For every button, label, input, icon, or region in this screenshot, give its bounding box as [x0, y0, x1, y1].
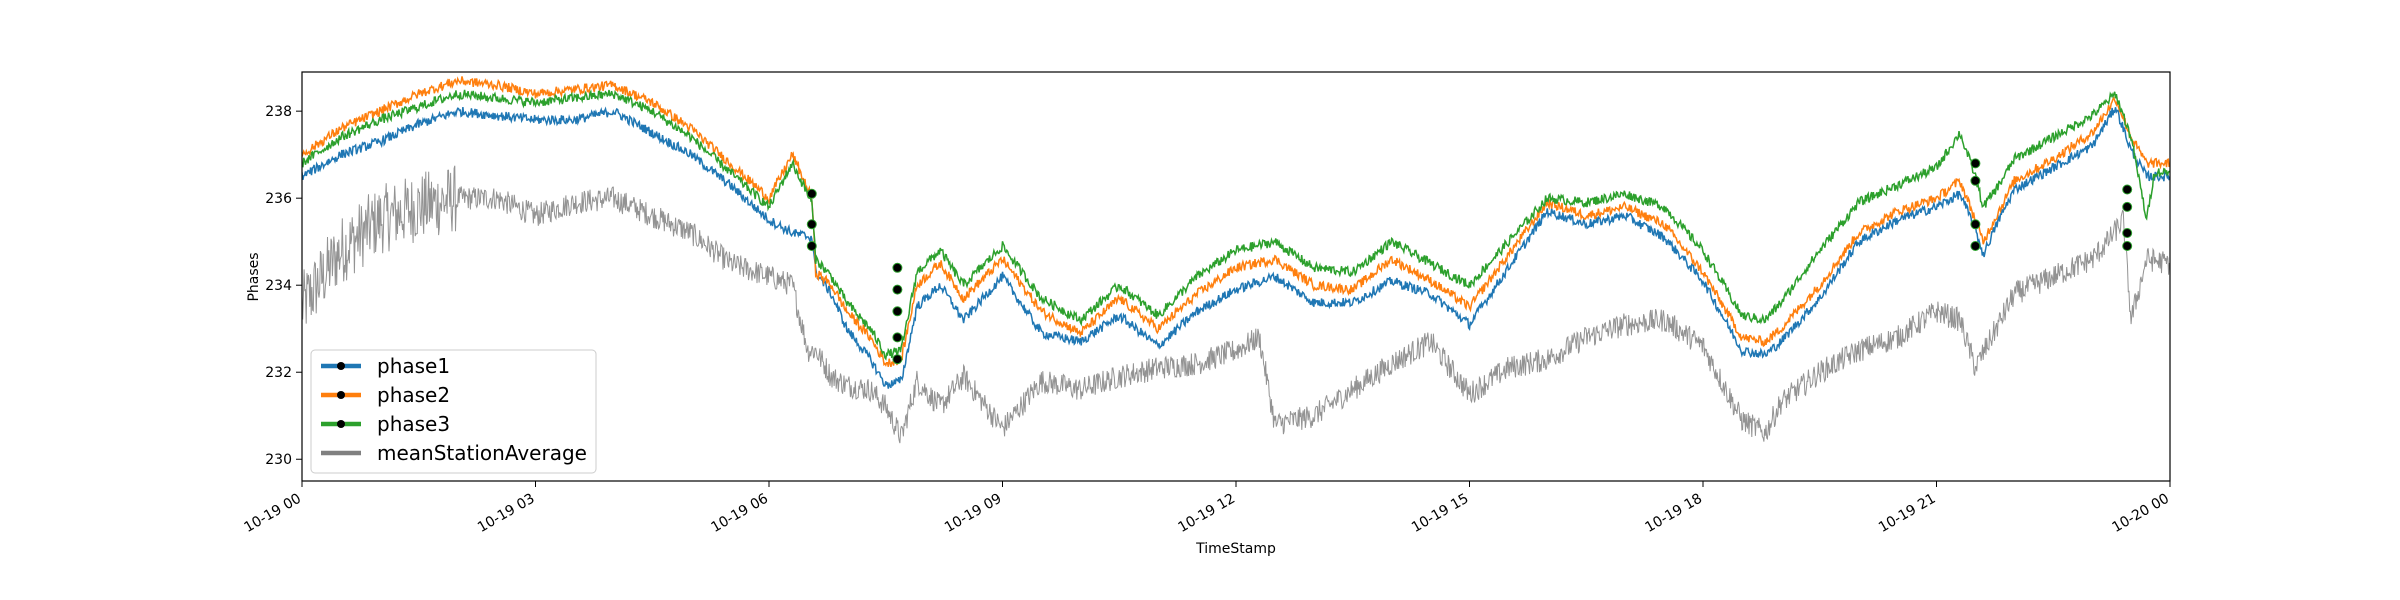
marker-layer — [806, 158, 2133, 365]
y-axis-title: Phases — [246, 252, 262, 301]
data-marker — [806, 219, 817, 230]
data-marker — [892, 354, 903, 365]
x-axis-title: TimeStamp — [1195, 541, 1276, 557]
legend-marker — [337, 420, 345, 428]
legend-marker — [337, 391, 345, 399]
plot-area — [302, 72, 2170, 481]
legend-label: phase2 — [377, 383, 450, 407]
data-marker — [2122, 201, 2133, 212]
data-marker — [2122, 241, 2133, 251]
legend-box — [310, 349, 597, 474]
data-marker — [892, 332, 903, 343]
legend-label: phase1 — [377, 354, 450, 378]
y-tick-label: 234 — [265, 278, 292, 294]
data-marker — [806, 188, 817, 199]
y-tick-label: 232 — [265, 365, 292, 381]
y-tick-label: 230 — [265, 452, 292, 468]
series-line-phase3 — [302, 89, 2170, 361]
series-line-meanStationAverage — [302, 165, 2170, 444]
data-marker — [806, 241, 817, 251]
legend-label: meanStationAverage — [377, 441, 587, 465]
series-layer — [302, 76, 2170, 444]
legend-marker — [337, 362, 345, 370]
y-tick-label: 238 — [265, 104, 292, 120]
data-marker — [1970, 158, 1981, 169]
y-tick-label: 236 — [265, 191, 292, 207]
data-marker — [892, 262, 903, 273]
y-axis: 230 232 234 236 238 — [265, 104, 302, 468]
data-marker — [892, 306, 903, 317]
data-marker — [1970, 241, 1981, 251]
legend-label: phase3 — [377, 412, 450, 436]
data-marker — [1970, 175, 1981, 186]
data-marker — [1970, 219, 1981, 230]
series-line-phase2 — [302, 76, 2170, 367]
series-line-phase1 — [302, 106, 2170, 389]
legend: phase1 phase2 phase3 meanStationAverage — [310, 349, 597, 474]
data-marker — [2122, 228, 2133, 238]
data-marker — [892, 284, 903, 295]
data-marker — [2122, 184, 2133, 195]
